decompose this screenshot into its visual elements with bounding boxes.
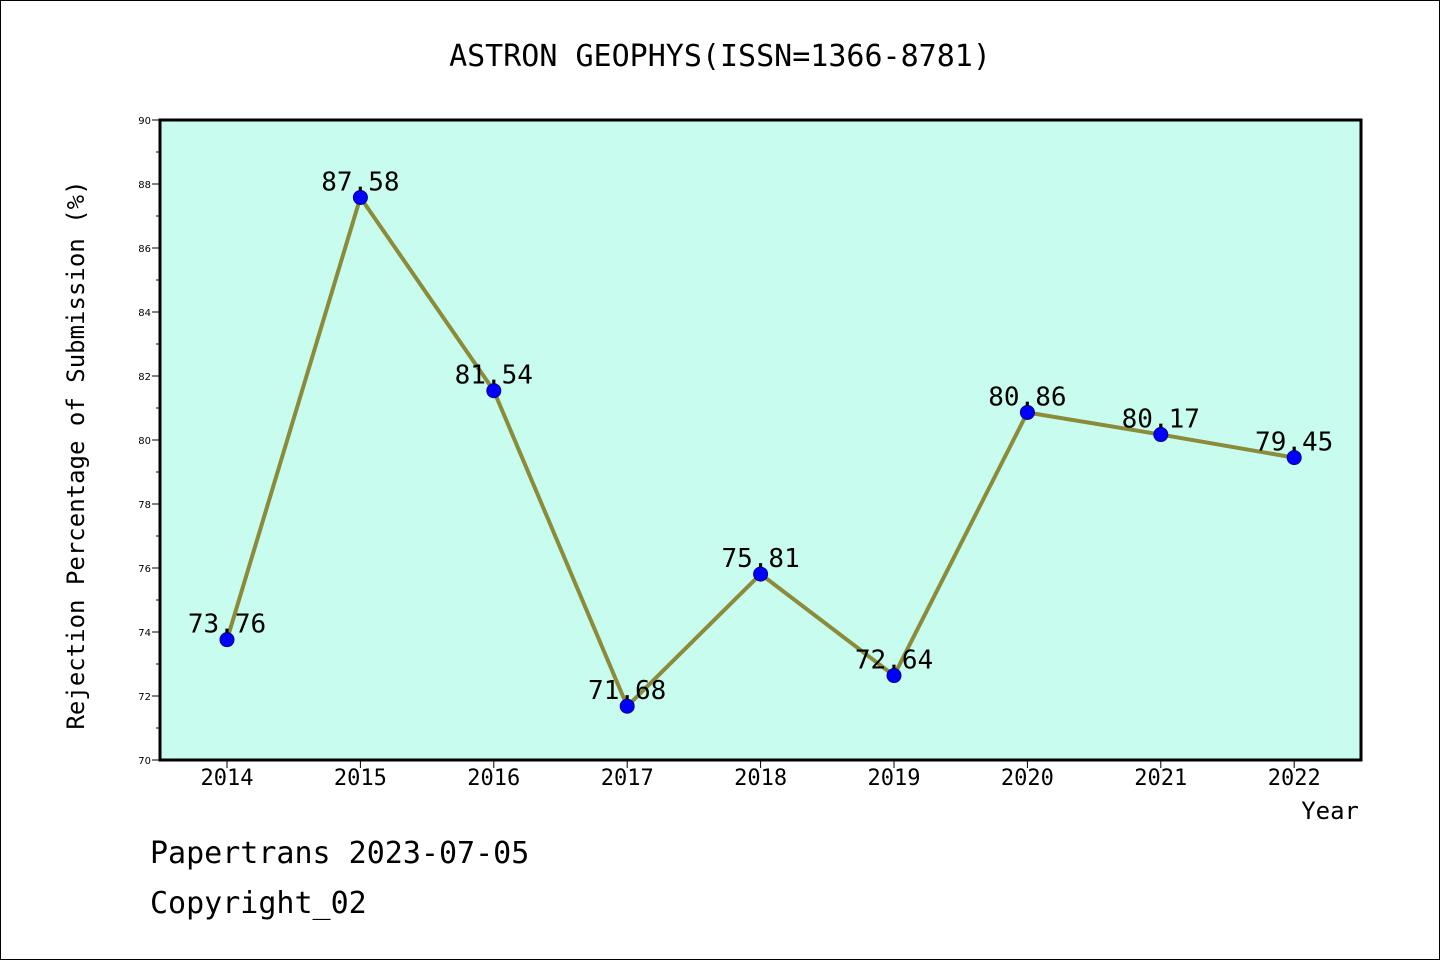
y-tick-label: 70 (138, 756, 151, 767)
data-label: 72.64 (855, 646, 933, 676)
y-axis: 70 72 74 76 78 80 82 84 86 88 90 (138, 116, 160, 767)
y-tick-label: 88 (138, 180, 151, 191)
data-label: 79.45 (1255, 428, 1333, 458)
x-tick-label: 2018 (734, 766, 787, 791)
y-tick-label: 76 (138, 564, 151, 575)
data-point (219, 632, 235, 648)
x-tick-label: 2015 (334, 766, 387, 791)
y-tick-label: 74 (138, 628, 151, 639)
data-label: 80.17 (1122, 405, 1200, 435)
x-axis-label: Year (1301, 797, 1359, 825)
data-label: 75.81 (721, 544, 799, 574)
chart-title: ASTRON GEOPHYS(ISSN=1366-8781) (449, 39, 991, 74)
data-label: 80.86 (988, 382, 1066, 412)
y-axis-label: Rejection Percentage of Submission (%) (62, 180, 90, 729)
y-tick-label: 90 (138, 116, 151, 127)
x-tick-label: 2019 (868, 766, 921, 791)
data-point (486, 383, 502, 399)
y-tick-label: 80 (138, 436, 151, 447)
footer-source: Papertrans 2023-07-05 (150, 836, 530, 871)
data-point (619, 698, 635, 714)
plot-border (158, 118, 1363, 762)
y-tick-label: 78 (138, 500, 151, 511)
x-axis: 2014 2015 2016 2017 2018 2019 2020 2021 2022 (201, 760, 1321, 791)
x-tick-label: 2020 (1001, 766, 1054, 791)
footer-copyright: Copyright_02 (150, 886, 367, 921)
y-tick-label: 82 (138, 372, 151, 383)
data-point (1019, 404, 1035, 420)
data-label: 81.54 (455, 361, 533, 391)
x-tick-label: 2022 (1268, 766, 1321, 791)
y-tick-label: 72 (138, 692, 151, 703)
x-tick-label: 2014 (201, 766, 254, 791)
series-layer: 73.76 87.58 81.54 71.68 75.81 72.64 80.86 80.17… (188, 167, 1333, 714)
data-point (352, 189, 368, 205)
x-tick-label: 2016 (467, 766, 520, 791)
x-tick-label: 2021 (1134, 766, 1187, 791)
data-label: 87.58 (321, 167, 399, 197)
y-tick-label: 86 (138, 244, 151, 255)
y-tick-label: 84 (138, 308, 151, 319)
data-label: 73.76 (188, 610, 266, 640)
data-point (886, 668, 902, 684)
data-label: 71.68 (588, 676, 666, 706)
data-point (1286, 450, 1302, 466)
x-tick-label: 2017 (601, 766, 654, 791)
data-point (753, 566, 769, 582)
data-point (1153, 427, 1169, 443)
